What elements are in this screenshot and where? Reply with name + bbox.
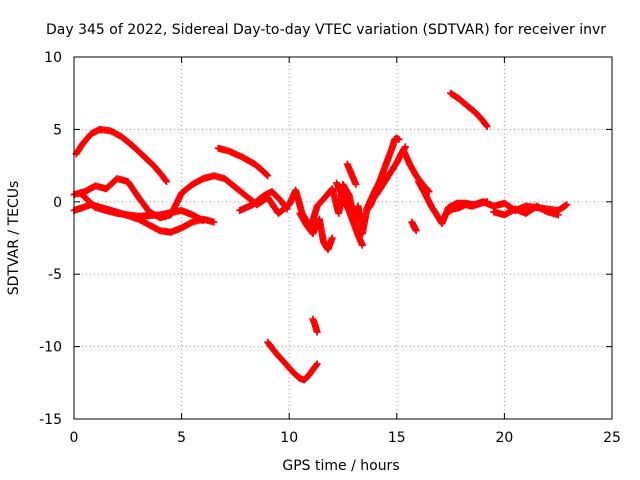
- series-track-4: [76, 189, 207, 225]
- data-point: [483, 123, 491, 131]
- series-track-5: [214, 144, 272, 180]
- y-tick-label: 0: [53, 195, 62, 211]
- series-track-15: [414, 178, 571, 228]
- x-tick-label: 25: [603, 430, 621, 446]
- series-track-9: [333, 179, 366, 249]
- grid-lines: [74, 57, 612, 419]
- axis-ticks: 0 5 10 15 20 25 -15 -10 -5 0 5 10: [39, 50, 621, 446]
- data-point: [313, 328, 321, 336]
- y-tick-label: -15: [39, 412, 62, 428]
- data-point: [199, 217, 207, 225]
- data-point: [412, 227, 420, 235]
- series-track-17: [490, 202, 562, 219]
- data-point: [282, 204, 290, 212]
- y-tick-label: 5: [53, 122, 62, 138]
- data-point: [313, 360, 321, 368]
- series-track-13: [399, 146, 433, 196]
- x-tick-label: 15: [388, 430, 406, 446]
- series-track-11: [363, 134, 403, 213]
- data-point: [483, 198, 491, 206]
- data-point: [162, 176, 170, 184]
- data-point: [163, 178, 171, 186]
- y-tick-label: -5: [48, 267, 62, 283]
- data-point: [328, 234, 336, 242]
- x-axis-label: GPS time / hours: [282, 458, 399, 474]
- data-point: [358, 241, 366, 249]
- series-track-16: [442, 198, 491, 217]
- data-point: [395, 136, 403, 144]
- series-track-1: [72, 125, 171, 186]
- data-point: [554, 211, 562, 219]
- series-track-20: [309, 315, 321, 336]
- data-point: [352, 180, 360, 188]
- data-point: [562, 202, 570, 210]
- data-point: [482, 121, 490, 129]
- data-points: [70, 89, 571, 384]
- data-point: [563, 201, 571, 209]
- series-track-19: [264, 338, 321, 384]
- series-track-8: [296, 209, 336, 254]
- x-tick-label: 10: [280, 430, 298, 446]
- series-track-10: [343, 160, 360, 188]
- series-track-14: [408, 218, 420, 235]
- data-point: [264, 172, 272, 180]
- data-point: [283, 205, 291, 213]
- x-tick-label: 0: [70, 430, 79, 446]
- data-point: [210, 218, 218, 226]
- x-tick-label: 5: [177, 430, 186, 446]
- x-tick-label: 20: [495, 430, 513, 446]
- data-point: [312, 361, 320, 369]
- y-tick-label: 10: [44, 50, 62, 66]
- series-track-18: [447, 89, 491, 131]
- data-point: [263, 171, 271, 179]
- plot-frame: [73, 56, 613, 420]
- y-axis-label: SDTVAR / TECUs: [6, 181, 22, 296]
- y-tick-label: -10: [39, 340, 62, 356]
- chart-title: Day 345 of 2022, Sidereal Day-to-day VTE…: [46, 22, 606, 38]
- series-track-7: [236, 188, 291, 214]
